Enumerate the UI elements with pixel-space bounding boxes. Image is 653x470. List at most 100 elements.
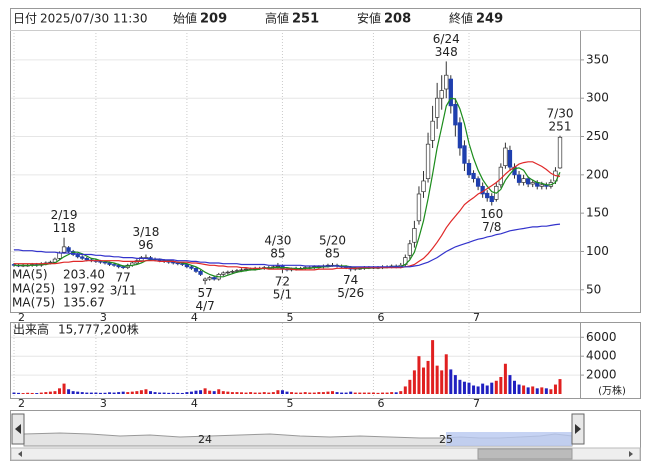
volume-bar [80, 392, 84, 394]
volume-bar [317, 392, 321, 394]
annotation-value: 96 [138, 238, 153, 252]
candle-body [66, 247, 71, 252]
x-tick-label: 5 [286, 397, 293, 410]
volume-bar [89, 392, 93, 394]
volume-bar [394, 392, 398, 394]
volume-bar [485, 385, 489, 394]
price-panel [10, 8, 641, 313]
navigator-selection[interactable] [446, 432, 572, 446]
y-tick-label: 350 [586, 52, 609, 66]
candle-body [430, 120, 435, 141]
volume-bar [240, 392, 243, 394]
volume-bar [58, 388, 61, 394]
candle-body [225, 271, 231, 274]
volume-bar [67, 389, 71, 394]
volume-tick-label: 2000 [586, 368, 617, 382]
volume-bar [308, 392, 312, 394]
volume-bar [167, 392, 171, 394]
x-tick-label: 7 [473, 311, 480, 324]
volume-bar [549, 389, 553, 394]
volume-bar [108, 392, 112, 394]
candle-body [425, 143, 431, 180]
candle-body [171, 261, 176, 264]
volume-bar [85, 392, 89, 394]
candle-body [234, 270, 240, 272]
volume-bar [76, 391, 80, 394]
candle-body [421, 180, 426, 193]
volume-bar [98, 392, 102, 394]
volume-bar [431, 340, 435, 394]
candle-body [80, 256, 85, 259]
volume-bar [153, 392, 157, 394]
volume-bar [30, 392, 34, 394]
volume-bar [367, 392, 371, 394]
candle-body [102, 261, 108, 264]
volume-bar [208, 390, 212, 394]
navigator-label: 25 [439, 433, 453, 446]
volume-bar [271, 392, 275, 394]
volume-bar [299, 392, 303, 394]
header-field-label: 高値 [265, 11, 289, 26]
volume-bar [517, 384, 521, 394]
candle-body [157, 259, 162, 262]
x-tick-label: 2 [18, 397, 25, 410]
candle-body [462, 145, 467, 164]
candle-body [498, 166, 503, 186]
x-tick-label: 4 [191, 311, 198, 324]
navigator-label: 24 [198, 433, 212, 446]
candle-body [48, 261, 53, 264]
annotation-value: 160 [480, 207, 503, 221]
candle-body [489, 195, 494, 203]
annotation-date: 7/30 [547, 106, 574, 120]
candle-body [448, 78, 453, 107]
volume-bar [180, 392, 184, 394]
candle-body [507, 149, 513, 168]
scrollbar-thumb[interactable] [477, 448, 573, 460]
volume-bar [403, 386, 407, 394]
x-tick-label: 3 [100, 397, 107, 410]
y-tick-label: 300 [586, 91, 609, 105]
volume-bar [117, 392, 121, 394]
volume-bar [544, 388, 548, 394]
volume-bar [449, 369, 453, 394]
volume-bar [558, 379, 562, 394]
x-tick-label: 6 [377, 311, 384, 324]
volume-bar [476, 386, 480, 394]
navigator: 24 25 [10, 410, 641, 461]
volume-bar [203, 388, 207, 394]
volume-bar [462, 381, 466, 394]
volume-bar [62, 383, 66, 394]
volume-bar [453, 375, 457, 394]
candle-body [516, 174, 522, 183]
annotation-date: 7/8 [482, 220, 501, 234]
volume-tick-label: 6000 [586, 330, 617, 344]
candle-body [180, 263, 185, 265]
volume-bar [235, 392, 239, 394]
legend-name: MA(25) [12, 282, 55, 296]
volume-bar [226, 391, 230, 394]
volume-bar [390, 392, 394, 394]
volume-bar [130, 391, 134, 394]
header-field-value: 208 [384, 12, 411, 27]
volume-bar [21, 393, 25, 394]
volume-bar [499, 376, 503, 394]
volume-bar [503, 363, 507, 394]
volume-bar [262, 392, 266, 394]
volume-bar [371, 392, 375, 394]
volume-bar [349, 391, 353, 394]
handle-arrow [575, 424, 581, 434]
x-tick-label: 3 [100, 311, 107, 324]
legend-name: MA(75) [12, 296, 55, 310]
volume-bar [494, 380, 498, 394]
volume-bar [135, 391, 139, 394]
volume-bar [490, 382, 494, 394]
volume-bar [158, 392, 162, 394]
annotation-value: 77 [116, 271, 131, 285]
volume-bar [53, 391, 57, 394]
annotation-date: 4/7 [195, 299, 214, 313]
candle-body [116, 264, 121, 268]
candle-body [239, 269, 244, 272]
volume-bar [540, 387, 544, 394]
candle-body [57, 252, 62, 259]
volume-bar [340, 392, 344, 394]
